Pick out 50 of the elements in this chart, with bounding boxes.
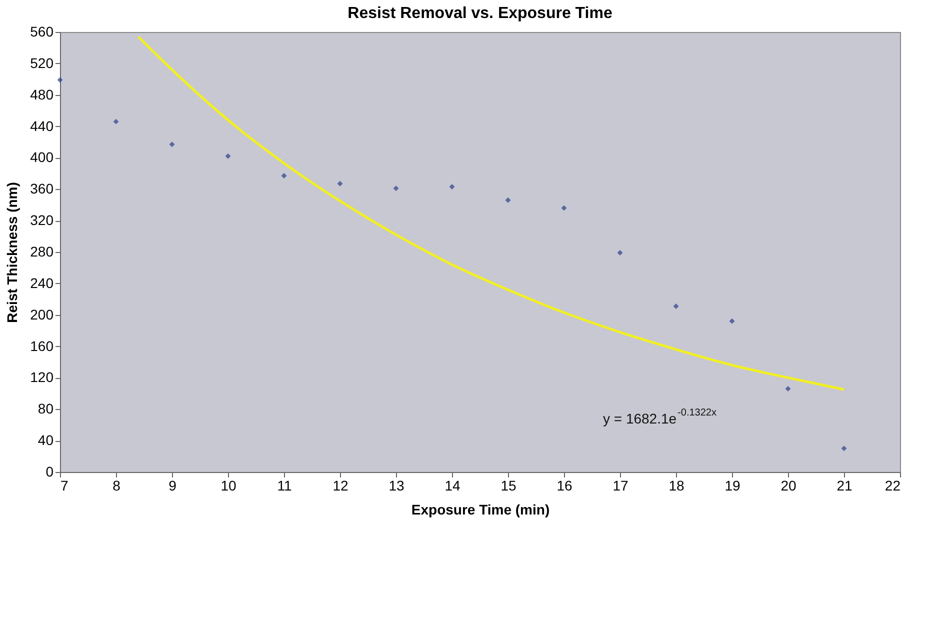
y-tick-label: 440 (30, 118, 54, 134)
point (505, 197, 511, 203)
line-series (137, 35, 846, 391)
x-tick-label: 18 (668, 478, 684, 494)
x-tick-label: 12 (332, 478, 348, 494)
point (337, 180, 343, 186)
point (169, 142, 175, 148)
x-tick-label: 7 (60, 478, 68, 494)
point (113, 118, 119, 124)
x-tick-label: 10 (220, 478, 236, 494)
y-tick-label: 40 (38, 432, 54, 448)
y-tick-label: 480 (30, 86, 54, 102)
x-tick-label: 22 (884, 478, 901, 494)
x-axis-title: Exposure Time (min) (411, 502, 550, 518)
point (393, 186, 399, 192)
y-axis-title: Reist Thickness (nm) (4, 182, 20, 323)
x-tick-label: 21 (836, 478, 852, 494)
x-tick-label: 9 (168, 478, 177, 494)
y-tick-label: 240 (30, 274, 54, 291)
point (617, 250, 623, 256)
y-tick-label: 280 (30, 244, 54, 260)
y-tick-label: 120 (30, 369, 54, 386)
y-tick-label: 520 (30, 54, 54, 71)
point (225, 153, 231, 159)
x-tick-label: 15 (500, 478, 516, 494)
x-tick-label: 19 (724, 478, 740, 494)
y-tick-label: 80 (38, 400, 54, 417)
x-tick-label: 14 (444, 478, 460, 494)
point (561, 205, 567, 211)
y-tick-label: 0 (46, 464, 54, 480)
y-tick-label: 360 (30, 180, 54, 197)
x-tick-label: 8 (112, 478, 121, 494)
y-tick-label: 320 (30, 212, 54, 228)
point (729, 318, 735, 324)
y-tick-label: 160 (30, 338, 54, 354)
point (673, 303, 679, 309)
y-tick-label: 200 (30, 306, 54, 322)
point (281, 173, 287, 179)
x-tick-label: 11 (277, 478, 292, 494)
y-tick-label: 400 (30, 149, 54, 166)
x-tick-label: 20 (780, 478, 796, 494)
point (449, 184, 455, 190)
point (841, 446, 847, 452)
x-tick-label: 13 (388, 478, 404, 494)
y-tick-label: 560 (30, 24, 54, 40)
chart-title: Resist Removal vs. Exposure Time (348, 5, 612, 22)
point (785, 386, 791, 392)
x-tick-label: 16 (556, 478, 572, 494)
x-tick-label: 17 (612, 478, 628, 494)
point (57, 77, 63, 83)
